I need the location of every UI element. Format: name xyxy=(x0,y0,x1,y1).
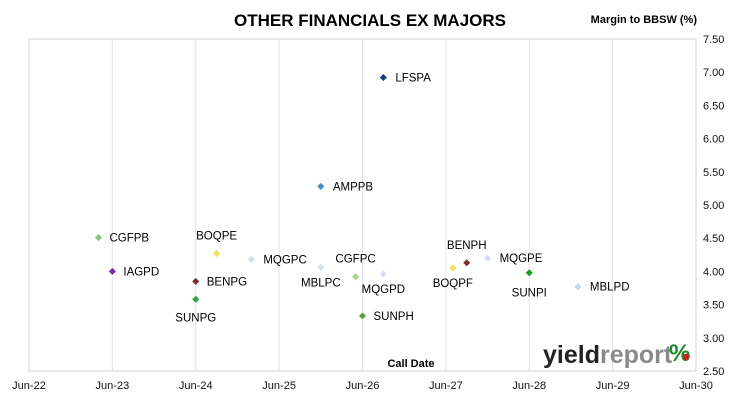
gridlines xyxy=(111,39,614,371)
x-tick-label: Jun-26 xyxy=(346,380,380,392)
point-label-boqpe: BOQPE xyxy=(196,230,237,242)
yieldreport-logo: yieldreport % xyxy=(543,340,690,369)
point-marker-iagpd xyxy=(107,266,117,276)
point-label-iagpd: IAGPD xyxy=(123,266,159,278)
point-label-lfspa: LFSPA xyxy=(395,73,431,85)
y-tick-label: 2.50 xyxy=(703,366,724,378)
y-tick-label: 5.00 xyxy=(703,200,724,212)
point-marker-cgfpb xyxy=(94,233,103,242)
point-marker-cgfpc xyxy=(351,272,360,282)
x-tick-label: Jun-23 xyxy=(96,380,130,392)
x-tick-label: Jun-30 xyxy=(679,380,713,392)
y-tick-label: 6.50 xyxy=(703,100,724,112)
point-label-mblpc: MBLPC xyxy=(301,277,341,289)
x-tick-label: Jun-22 xyxy=(12,380,46,392)
x-tick-label: Jun-27 xyxy=(429,380,463,392)
y-tick-label: 6.00 xyxy=(703,134,724,146)
point-marker-sunph xyxy=(358,311,367,321)
x-axis-title: Call Date xyxy=(387,358,434,370)
chart-title: OTHER FINANCIALS EX MAJORS xyxy=(234,11,506,30)
y-tick-label: 3.00 xyxy=(703,333,724,345)
point-marker-lfspa xyxy=(378,73,388,82)
y-tick-label: 5.50 xyxy=(703,167,724,179)
y-tick-label: 4.00 xyxy=(703,266,724,278)
point-label-cgfpb: CGFPB xyxy=(109,233,149,245)
logo-text-light: report xyxy=(600,341,673,369)
svg-text:yieldreport: yieldreport xyxy=(543,341,673,369)
logo-red-dot-icon xyxy=(682,353,690,361)
point-label-sunpg: SUNPG xyxy=(175,312,216,324)
point-marker-boqpf xyxy=(448,263,458,273)
point-marker-mblpc xyxy=(316,262,326,272)
point-marker-mqgpd xyxy=(378,269,388,279)
x-tick-label: Jun-29 xyxy=(596,380,630,392)
y-tick-label: 3.50 xyxy=(703,300,724,312)
data-points xyxy=(94,73,583,321)
x-tick-label: Jun-28 xyxy=(512,380,546,392)
x-tick-label: Jun-25 xyxy=(262,380,296,392)
point-marker-amppb xyxy=(316,181,326,191)
point-marker-benpg xyxy=(191,276,201,286)
point-label-amppb: AMPPB xyxy=(333,181,374,193)
point-label-mqgpe: MQGPE xyxy=(500,253,543,265)
point-label-benpg: BENPG xyxy=(207,276,247,288)
logo-percent-icon: % xyxy=(669,340,690,367)
y-tick-label: 7.50 xyxy=(703,34,724,46)
point-label-sunph: SUNPH xyxy=(374,311,414,323)
x-axis-ticks: Jun-22 Jun-23 Jun-24 Jun-25 Jun-26 Jun-27 Jun-… xyxy=(12,380,713,392)
point-marker-sunpi xyxy=(524,268,534,278)
point-label-mqgpc: MQGPC xyxy=(263,254,306,266)
point-label-boqpf: BOQPF xyxy=(433,278,473,290)
point-label-benph: BENPH xyxy=(447,240,487,252)
logo-text-dark: yield xyxy=(543,341,600,369)
y-axis-title: Margin to BBSW (%) xyxy=(591,14,698,26)
y-tick-label: 7.00 xyxy=(703,67,724,79)
point-label-mblpd: MBLPD xyxy=(590,282,630,294)
point-marker-mqgpc xyxy=(246,255,256,264)
data-point-labels: LFSPA AMPPB CGFPB IAGPD BOQPE MQGPC BENPG SUNPG… xyxy=(109,73,629,325)
point-label-cgfpc: CGFPC xyxy=(335,254,375,266)
point-label-sunpi: SUNPI xyxy=(512,288,547,300)
point-marker-boqpe xyxy=(212,249,222,258)
y-axis-ticks: 2.50 3.00 3.50 4.00 4.50 5.00 5.50 6.00 6.50 7.00… xyxy=(703,34,724,378)
point-label-mqgpd: MQGPD xyxy=(362,284,405,296)
point-marker-mblpd xyxy=(573,282,583,292)
point-marker-sunpg xyxy=(191,294,201,304)
point-marker-mqgpe xyxy=(483,253,492,263)
x-tick-label: Jun-24 xyxy=(179,380,213,392)
point-marker-benph xyxy=(462,258,472,268)
y-tick-label: 4.50 xyxy=(703,233,724,245)
